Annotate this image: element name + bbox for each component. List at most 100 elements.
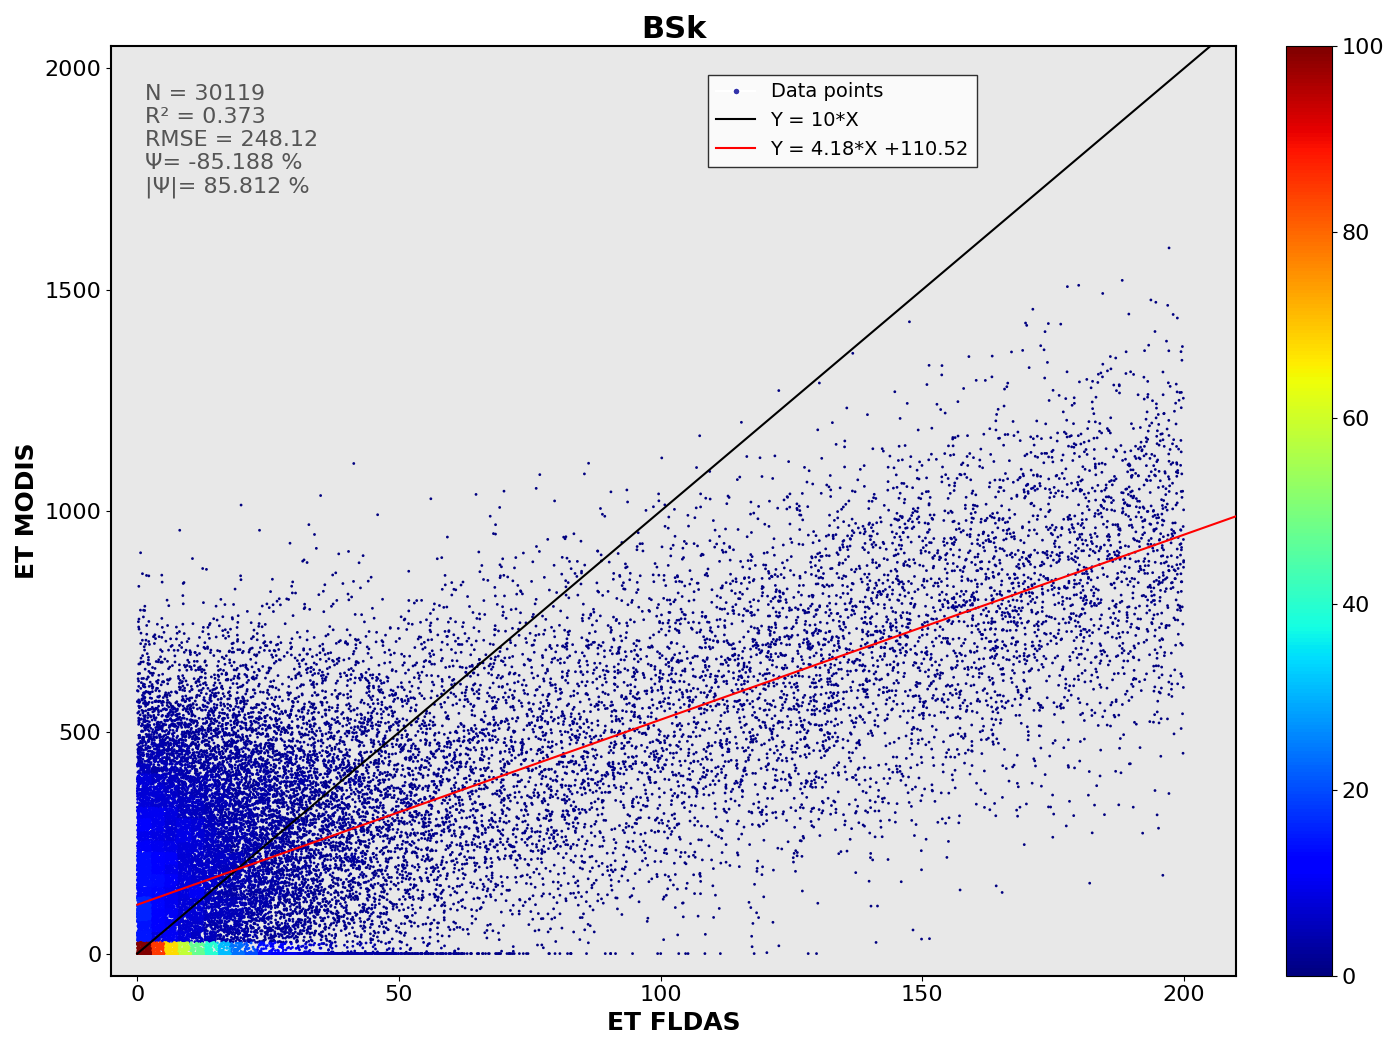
Point [848,676,871,693]
Point [157,886,179,903]
Point [211,945,234,962]
Point [134,876,157,892]
Point [871,671,893,688]
Point [157,923,179,940]
Point [153,937,175,953]
Point [409,791,431,807]
Point [255,774,277,791]
Point [648,789,671,805]
Point [204,945,227,962]
Point [483,579,505,595]
Point [144,813,167,830]
Point [193,919,216,936]
Point [140,945,162,962]
Point [456,740,479,757]
Point [227,923,249,940]
Point [197,945,220,962]
Point [143,878,165,895]
Point [563,714,585,731]
Point [211,945,234,962]
Point [344,712,367,729]
Point [557,723,580,740]
Point [129,917,151,933]
Point [148,819,171,836]
Point [987,429,1009,446]
Point [755,671,777,688]
Point [146,714,168,731]
Point [833,615,855,632]
Point [196,826,218,843]
Point [223,819,245,836]
Point [1166,612,1189,629]
Point [925,721,948,738]
Point [675,681,697,698]
Point [829,589,851,606]
Point [298,945,321,962]
Point [232,945,255,962]
Point [155,875,178,891]
Point [290,742,312,759]
Point [1116,570,1138,587]
Point [710,855,732,872]
Point [182,945,204,962]
Point [148,833,171,849]
Point [130,808,153,825]
Point [224,895,246,911]
Point [224,909,246,926]
Point [211,813,234,830]
Point [848,560,871,576]
Point [169,945,192,962]
Point [151,755,174,772]
Point [176,945,199,962]
Point [137,916,160,932]
Point [136,915,158,931]
Point [134,636,157,653]
Point [231,861,253,878]
Point [204,629,227,646]
Point [160,825,182,842]
Point [161,860,183,877]
Point [248,864,270,881]
Point [294,945,316,962]
Point [232,806,255,823]
Point [311,945,333,962]
Point [130,771,153,788]
Point [225,742,248,759]
Point [162,902,185,919]
Point [171,943,193,960]
Point [213,848,235,865]
Point [148,865,171,882]
Point [777,489,799,506]
Point [141,763,164,780]
Point [963,635,986,652]
Point [246,868,269,885]
Point [164,844,186,861]
Point [127,742,150,759]
Point [693,700,715,717]
Point [179,916,202,932]
Point [161,945,183,962]
Point [185,921,207,938]
Point [136,766,158,783]
Point [148,945,171,962]
Point [153,864,175,881]
Point [710,738,732,755]
Point [211,790,234,806]
Point [225,850,248,867]
Point [500,847,522,864]
Point [503,742,525,759]
Point [463,776,486,793]
Point [1147,576,1169,593]
Point [241,658,263,675]
Point [515,802,538,819]
Point [230,945,252,962]
Point [283,825,305,842]
Point [232,923,255,940]
Point [315,793,337,810]
Point [329,669,351,686]
Point [130,874,153,890]
Point [127,909,150,926]
Point [763,530,785,547]
Point [312,841,335,858]
Point [181,850,203,867]
